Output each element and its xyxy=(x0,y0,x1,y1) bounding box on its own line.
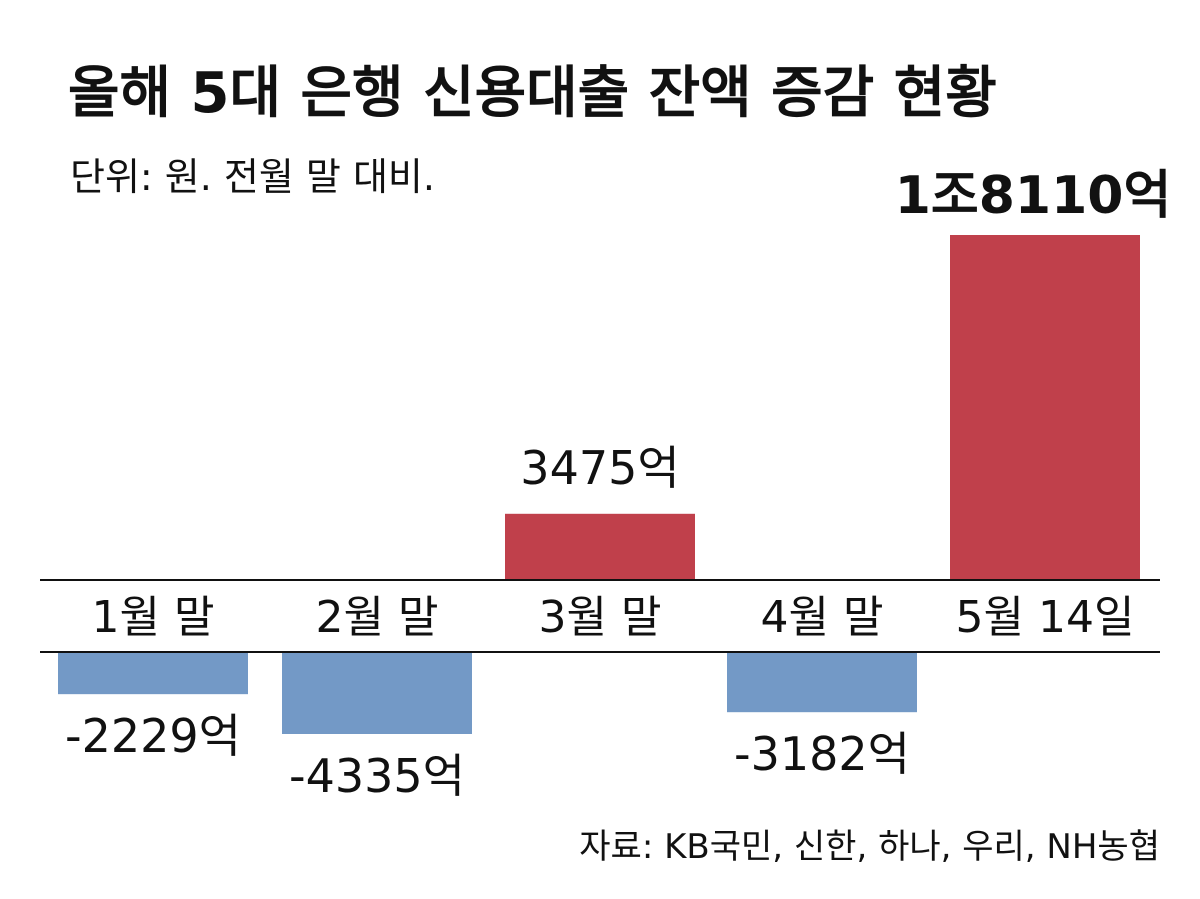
category-labels: 1월 말 2월 말 3월 말 4월 말 5월 14일 xyxy=(92,592,1135,643)
bars-layer xyxy=(58,235,1140,734)
data-label-2: -4335억 xyxy=(289,749,465,803)
data-label-3: 3475억 xyxy=(520,441,679,495)
source-note: 자료: KB국민, 신한, 하나, 우리, NH농협 xyxy=(579,827,1160,867)
chart-title: 올해 5대 은행 신용대출 잔액 증감 현황 xyxy=(68,61,997,126)
category-label-2: 2월 말 xyxy=(316,592,439,643)
bar-2 xyxy=(282,652,472,734)
data-label-1: -2229억 xyxy=(65,709,241,763)
category-label-1: 1월 말 xyxy=(92,592,215,643)
data-labels: -2229억 -4335억 3475억 -3182억 1조8110억 xyxy=(65,166,1171,803)
bar-5 xyxy=(950,235,1140,580)
category-label-3: 3월 말 xyxy=(539,592,662,643)
chart-subtitle: 단위: 원. 전월 말 대비. xyxy=(70,155,435,199)
category-label-4: 4월 말 xyxy=(761,592,884,643)
category-label-5: 5월 14일 xyxy=(956,592,1135,643)
bar-3 xyxy=(505,513,695,580)
data-label-5: 1조8110억 xyxy=(895,166,1172,226)
data-label-4: -3182억 xyxy=(734,727,910,781)
bar-1 xyxy=(58,652,248,695)
bar-4 xyxy=(727,652,917,713)
